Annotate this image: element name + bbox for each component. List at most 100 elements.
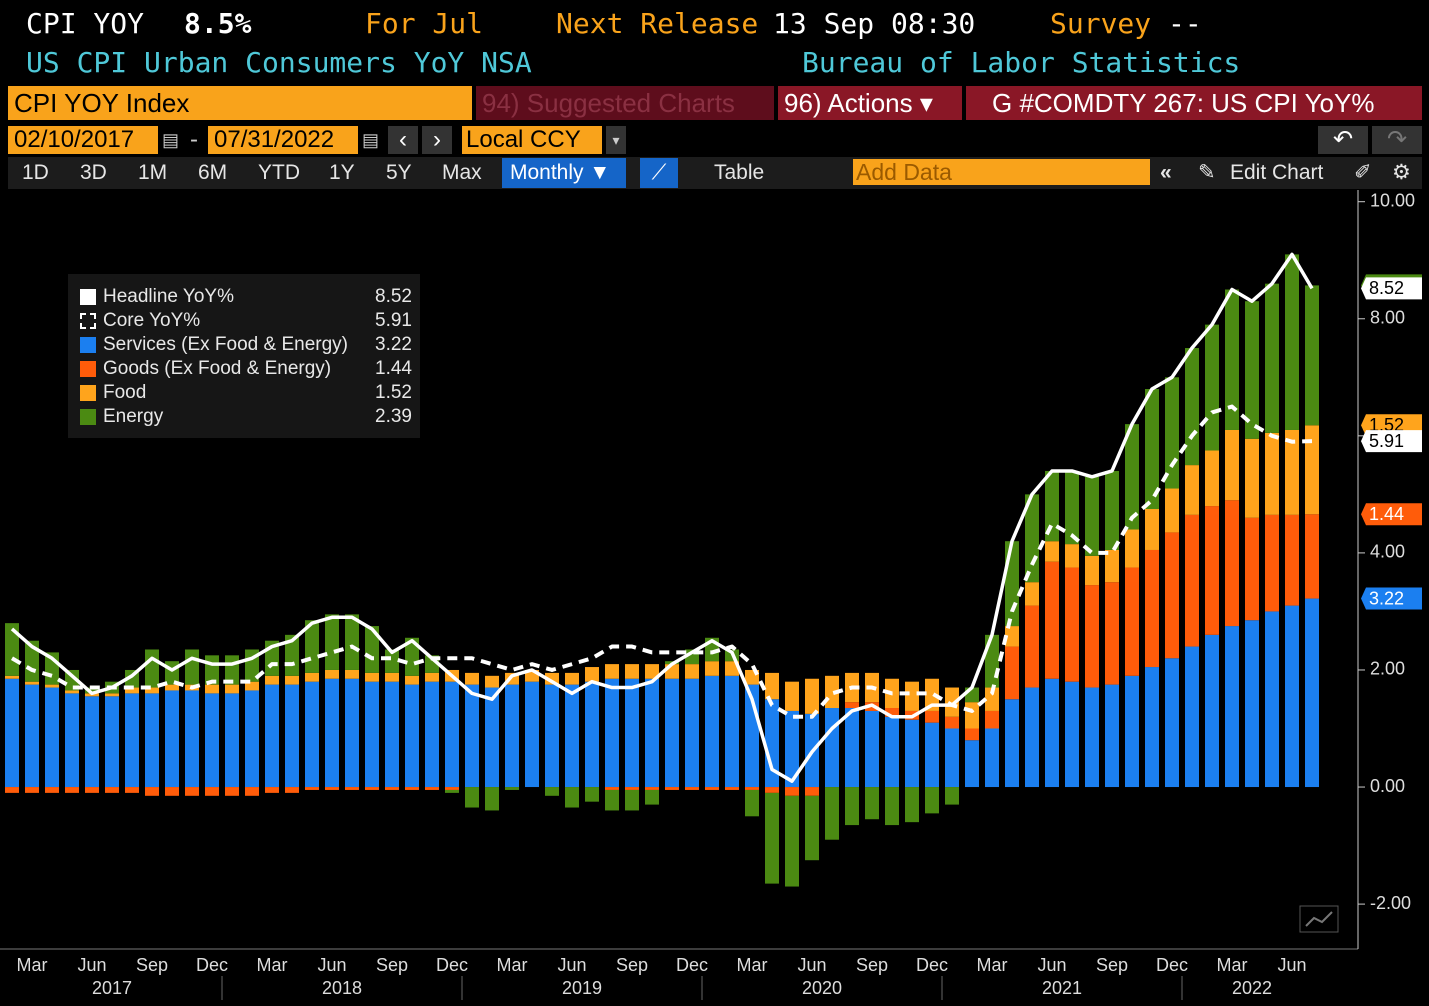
x-tick-label: Mar: [1217, 955, 1248, 975]
range-button[interactable]: Max: [442, 161, 482, 184]
bar-segment: [605, 678, 619, 788]
add-data-field[interactable]: Add Data: [853, 159, 1150, 185]
bar-segment: [645, 678, 659, 788]
bar-segment: [565, 787, 579, 808]
bar-segment: [1125, 529, 1139, 568]
range-button[interactable]: 3D: [80, 161, 107, 184]
legend-entry: Food 1.52: [80, 381, 412, 405]
y-tick-label: 10.00: [1370, 190, 1415, 210]
prev-button[interactable]: ‹: [388, 126, 418, 154]
actions-menu[interactable]: 96) Actions ▾: [778, 86, 962, 120]
date-separator: -: [190, 126, 198, 153]
bar-segment: [1005, 646, 1019, 700]
bar-segment: [145, 787, 159, 796]
bar-segment: [65, 787, 79, 793]
collapse-button[interactable]: «: [1160, 161, 1172, 184]
bar-segment: [345, 678, 359, 788]
end-date[interactable]: 07/31/2022: [208, 126, 358, 154]
range-button[interactable]: 1M: [138, 161, 168, 184]
range-button[interactable]: 1Y: [329, 161, 355, 184]
bar-segment: [725, 675, 739, 788]
bar-segment: [65, 669, 79, 691]
bar-segment: [665, 787, 679, 790]
bar-segment: [1205, 324, 1219, 451]
bar-segment: [685, 678, 699, 788]
period: For Jul: [365, 7, 484, 40]
bar-segment: [545, 787, 559, 796]
settings-button[interactable]: ⚙: [1392, 161, 1411, 184]
bar-segment: [1145, 509, 1159, 550]
table-button[interactable]: Table: [714, 161, 765, 184]
bar-segment: [905, 719, 919, 788]
bar-segment: [585, 681, 599, 788]
x-tick-label: Dec: [436, 955, 468, 975]
bar-segment: [525, 681, 539, 788]
y-tick-label: 2.00: [1370, 659, 1405, 679]
edit-icon[interactable]: ✎: [1198, 161, 1216, 184]
range-button[interactable]: 6M: [198, 161, 228, 184]
icon-frame[interactable]: [1299, 905, 1339, 933]
x-tick-label: Jun: [317, 955, 346, 975]
frequency-menu[interactable]: Monthly ▼: [502, 158, 626, 188]
bar-segment: [1005, 541, 1019, 627]
bar-segment: [1145, 389, 1159, 510]
range-button[interactable]: 1D: [22, 161, 49, 184]
bar-segment: [705, 661, 719, 676]
bar-segment: [365, 672, 379, 682]
bar-segment: [1285, 429, 1299, 515]
calendar-icon[interactable]: ▤: [362, 130, 380, 150]
next-button[interactable]: ›: [422, 126, 452, 154]
bar-segment: [1045, 678, 1059, 788]
range-button[interactable]: YTD: [258, 161, 300, 184]
bar-segment: [465, 672, 479, 685]
bar-segment: [285, 787, 299, 793]
bar-segment: [1205, 506, 1219, 635]
bar-segment: [945, 728, 959, 788]
bar-segment: [865, 787, 879, 820]
bar-segment: [1305, 285, 1319, 426]
bar-segment: [925, 787, 939, 814]
bar-segment: [845, 702, 859, 709]
edit-chart-button[interactable]: Edit Chart: [1230, 161, 1324, 184]
start-date[interactable]: 02/10/2017: [8, 126, 158, 154]
currency-dropdown[interactable]: ▾: [606, 126, 626, 154]
legend-entry: Headline YoY% 8.52: [80, 285, 412, 309]
bar-segment: [785, 795, 799, 887]
x-tick-label: Dec: [916, 955, 948, 975]
bar-segment: [165, 787, 179, 796]
icon-line[interactable]: [1305, 911, 1333, 927]
currency[interactable]: Local CCY: [462, 126, 602, 154]
bar-segment: [125, 687, 139, 694]
bar-segment: [805, 787, 819, 796]
chart-type-icon[interactable]: [1299, 905, 1339, 933]
bar-segment: [85, 687, 99, 694]
bar-segment: [685, 787, 699, 790]
bar-segment: [805, 795, 819, 861]
annotate-button[interactable]: ✐: [1354, 161, 1372, 184]
redo-button[interactable]: ↷: [1372, 126, 1422, 154]
x-tick-label: Mar: [977, 955, 1008, 975]
bar-segment: [25, 684, 39, 788]
security-field[interactable]: CPI YOY Index: [8, 86, 472, 120]
bar-segment: [1265, 611, 1279, 788]
bar-segment: [1185, 514, 1199, 647]
ticker: CPI YOY: [26, 7, 145, 40]
bar-segment: [1285, 254, 1299, 430]
suggested-charts[interactable]: 94) Suggested Charts: [476, 86, 774, 120]
bar-segment: [965, 728, 979, 741]
bar-segment: [465, 684, 479, 788]
range-button[interactable]: 5Y: [386, 161, 412, 184]
bar-segment: [965, 740, 979, 788]
legend-value: 5.91: [375, 310, 412, 331]
undo-button[interactable]: ↶: [1318, 126, 1368, 154]
bar-segment: [265, 675, 279, 685]
legend-label: Headline YoY%: [103, 286, 234, 307]
bar-segment: [745, 789, 759, 817]
bar-segment: [425, 787, 439, 790]
bar-segment: [945, 716, 959, 729]
bar-segment: [85, 696, 99, 788]
chart-style-button[interactable]: ⟋: [640, 158, 678, 188]
bar-segment: [1145, 549, 1159, 668]
calendar-icon[interactable]: ▤: [162, 130, 180, 150]
year-label: 2019: [562, 978, 602, 998]
